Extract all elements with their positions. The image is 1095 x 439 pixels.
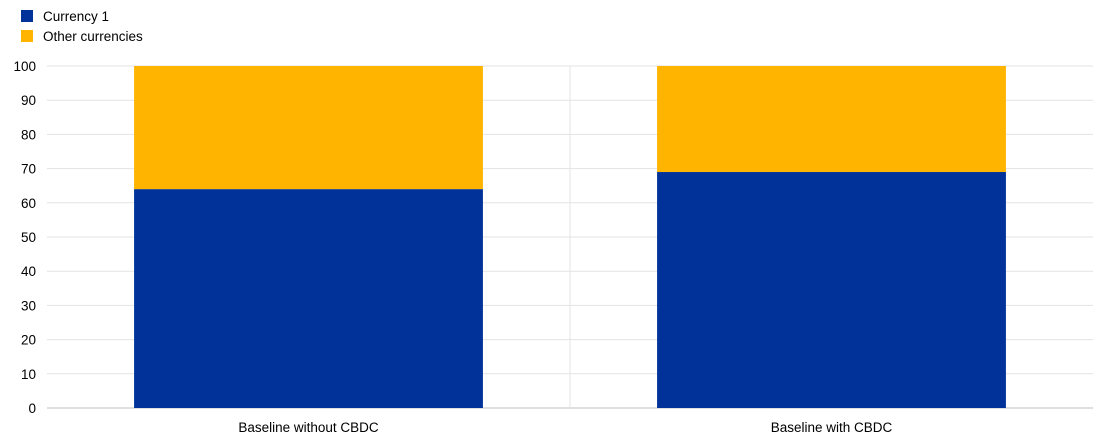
bars [134,66,1006,408]
x-tick-label-2: Baseline with CBDC [771,420,893,435]
y-tick-label-100: 100 [13,59,36,74]
y-tick-label-70: 70 [21,162,36,177]
y-tick-label-30: 30 [21,298,36,313]
y-tick-label-60: 60 [21,196,36,211]
legend: Currency 1 Other currencies [21,6,143,46]
x-tick-label-1: Baseline without CBDC [238,420,379,435]
legend-swatch-other-currencies [21,30,33,42]
y-axis-ticks: 0 10 20 30 40 50 60 70 80 90 100 [13,59,36,416]
bar-other-currencies-2 [657,66,1006,173]
bar-currency-1-2 [657,172,1006,408]
bar-other-currencies-1 [134,66,483,190]
legend-label-other-currencies: Other currencies [43,28,143,44]
y-tick-label-0: 0 [28,401,36,416]
y-tick-label-90: 90 [21,93,36,108]
y-tick-label-50: 50 [21,230,36,245]
legend-item-currency-1: Currency 1 [21,6,143,26]
y-tick-label-40: 40 [21,264,36,279]
y-tick-label-80: 80 [21,127,36,142]
legend-label-currency-1: Currency 1 [43,8,110,24]
x-axis-labels: Baseline without CBDC Baseline with CBDC [238,420,892,435]
legend-item-other-currencies: Other currencies [21,26,143,46]
y-tick-label-10: 10 [21,367,36,382]
legend-swatch-currency-1 [21,10,33,22]
bar-currency-1-1 [134,189,483,408]
y-tick-label-20: 20 [21,333,36,348]
